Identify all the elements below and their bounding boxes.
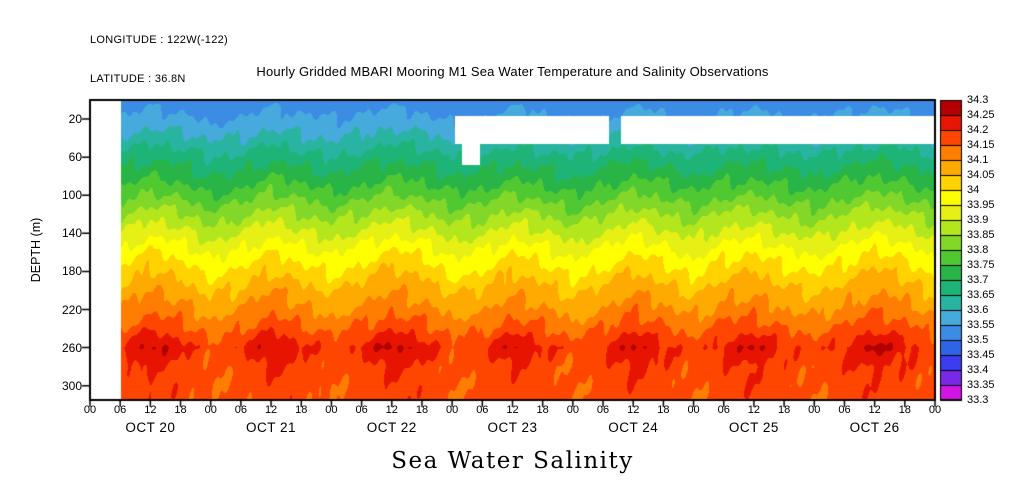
x-tick-label: 06 [114,404,127,416]
x-tick-label: 00 [928,404,942,416]
colorbar-tick-label: 33.75 [967,259,995,271]
x-tick-label: 12 [627,404,640,416]
colorbar-tick-label: 33.45 [967,349,995,361]
x-tick-label: 18 [415,404,429,416]
y-tick-label: 180 [61,264,82,279]
x-day-label: OCT 21 [246,420,297,435]
x-tick-label: 00 [687,404,700,416]
y-tick-label: 220 [61,302,82,317]
x-tick-label: 00 [83,404,97,416]
colorbar-tick-label: 33.7 [967,274,989,286]
colorbar-tick-label: 34.15 [967,139,995,151]
colorbar-tick-label: 33.35 [967,379,995,391]
colorbar-tick-label: 33.55 [967,319,995,331]
x-tick-label: 12 [144,404,157,416]
x-day-label: OCT 22 [366,420,417,435]
colorbar-tick-label: 33.6 [967,304,989,316]
x-day-label: OCT 23 [487,420,538,435]
x-tick-label: 12 [868,404,881,416]
colorbar-tick-label: 34.05 [967,169,995,181]
x-tick-label: 06 [234,404,248,416]
y-tick-label: 140 [61,226,82,241]
colorbar-tick-label: 34.2 [967,124,989,136]
x-tick-label: 12 [506,404,519,416]
x-tick-label: 18 [657,404,670,416]
x-tick-label: 06 [717,404,730,416]
x-tick-label: 00 [204,404,217,416]
colorbar-tick-label: 33.85 [967,229,995,241]
colorbar-tick-label: 34 [967,184,980,196]
y-tick-label: 20 [68,112,82,127]
x-tick-label: 00 [325,404,338,416]
x-tick-label: 06 [355,404,368,416]
x-tick-label: 18 [536,404,549,416]
x-tick-label: 00 [808,404,821,416]
x-tick-label: 00 [566,404,579,416]
colorbar-tick-label: 33.65 [967,289,995,301]
x-day-label: OCT 26 [849,420,900,435]
colorbar-tick-label: 34.3 [967,94,989,106]
y-tick-label: 100 [61,188,82,203]
x-day-label: OCT 25 [728,420,779,435]
x-tick-label: 18 [777,404,791,416]
x-tick-label: 12 [385,404,398,416]
x-tick-label: 18 [174,404,187,416]
x-tick-label: 18 [898,404,911,416]
y-tick-label: 300 [61,378,82,393]
chart-footer-label: Sea Water Salinity [391,448,634,474]
x-tick-label: 12 [747,404,761,416]
x-day-label: OCT 24 [608,420,659,435]
colorbar-tick-label: 33.8 [967,244,989,256]
x-tick-label: 18 [295,404,308,416]
x-day-label: OCT 20 [125,420,176,435]
y-tick-label: 60 [68,150,82,165]
colorbar-tick-label: 34.25 [967,109,995,121]
x-tick-label: 00 [446,404,459,416]
x-tick-label: 06 [838,404,851,416]
colorbar-tick-label: 33.95 [967,199,995,211]
colorbar-tick-label: 33.5 [967,334,989,346]
colorbar-tick-label: 34.1 [967,154,989,166]
x-tick-label: 12 [264,404,278,416]
x-tick-label: 06 [596,404,610,416]
colorbar-tick-label: 33.9 [967,214,989,226]
colorbar-tick-label: 33.3 [967,394,989,406]
x-tick-label: 06 [476,404,489,416]
colorbar-tick-label: 33.4 [967,364,989,376]
y-tick-label: 260 [61,340,82,355]
